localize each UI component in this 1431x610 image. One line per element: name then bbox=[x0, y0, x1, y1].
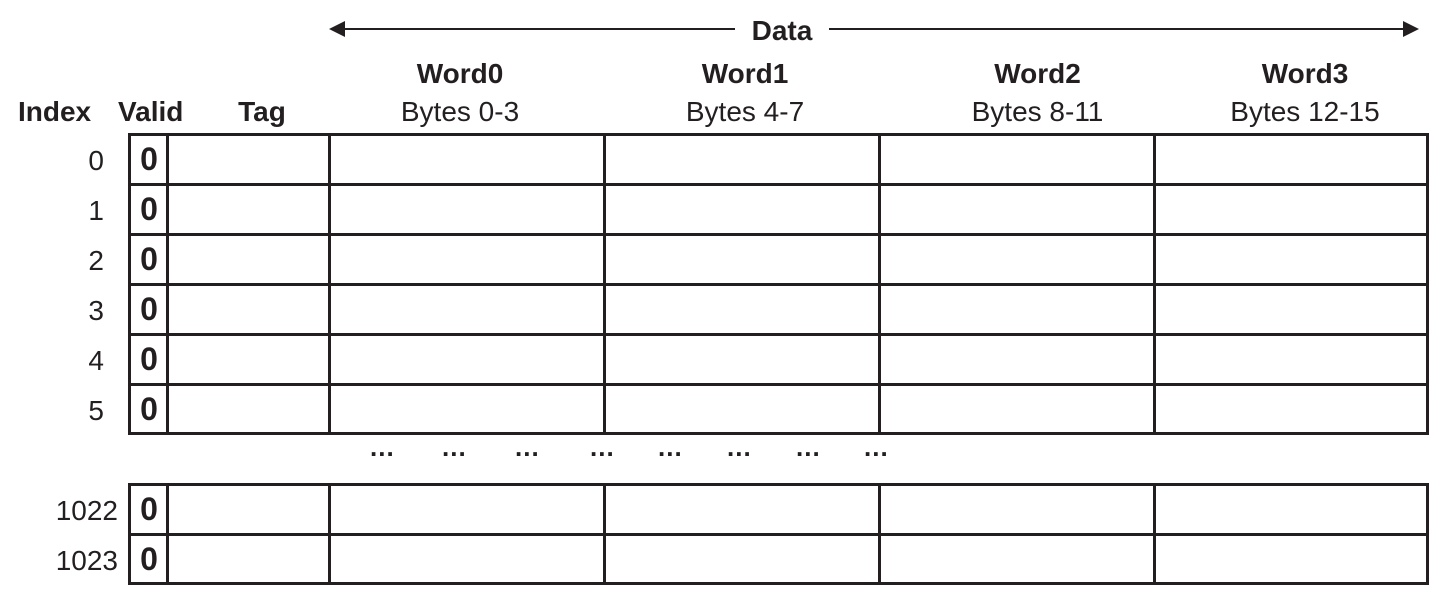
row-divider bbox=[131, 183, 1426, 186]
word0-bytes: Bytes 0-3 bbox=[400, 96, 520, 127]
word3-header: Word3 bbox=[1261, 58, 1349, 89]
col-divider-word2 bbox=[1153, 486, 1156, 582]
index-4: 4 bbox=[88, 345, 104, 376]
col-divider-word0 bbox=[603, 486, 606, 582]
ellipsis: ... bbox=[727, 432, 752, 462]
valid-header: Valid bbox=[118, 96, 184, 127]
index-1023: 1023 bbox=[55, 545, 118, 576]
cache-table-bottom: 0 0 bbox=[128, 483, 1429, 585]
valid-bit-1023: 0 bbox=[140, 541, 158, 577]
arrow-left-icon bbox=[329, 21, 345, 37]
row-divider bbox=[131, 383, 1426, 386]
col-divider-valid bbox=[166, 486, 169, 582]
word3-bytes: Bytes 12-15 bbox=[1230, 96, 1380, 127]
data-arrow-line-left bbox=[340, 28, 735, 30]
valid-bit-0: 0 bbox=[140, 141, 158, 177]
ellipsis: ... bbox=[796, 432, 821, 462]
ellipsis: ... bbox=[864, 432, 889, 462]
col-divider-word1 bbox=[878, 136, 881, 432]
valid-bit-1022: 0 bbox=[140, 491, 158, 527]
ellipsis: ... bbox=[515, 432, 540, 462]
valid-bit-1: 0 bbox=[140, 191, 158, 227]
index-0: 0 bbox=[88, 145, 104, 176]
col-divider-word0 bbox=[603, 136, 606, 432]
index-2: 2 bbox=[88, 245, 104, 276]
word1-bytes: Bytes 4-7 bbox=[685, 96, 805, 127]
ellipsis: ... bbox=[370, 432, 395, 462]
word2-header: Word2 bbox=[994, 58, 1081, 89]
ellipsis: ... bbox=[590, 432, 615, 462]
word1-header: Word1 bbox=[701, 58, 789, 89]
data-label: Data bbox=[737, 14, 827, 48]
word2-bytes: Bytes 8-11 bbox=[971, 96, 1104, 127]
col-divider-tag bbox=[328, 486, 331, 582]
tag-header: Tag bbox=[238, 96, 286, 127]
index-5: 5 bbox=[88, 395, 104, 426]
row-divider bbox=[131, 333, 1426, 336]
index-3: 3 bbox=[88, 295, 104, 326]
index-1: 1 bbox=[88, 195, 104, 226]
ellipsis: ... bbox=[442, 432, 467, 462]
row-divider bbox=[131, 233, 1426, 236]
valid-bit-2: 0 bbox=[140, 241, 158, 277]
col-divider-word2 bbox=[1153, 136, 1156, 432]
valid-bit-5: 0 bbox=[140, 391, 158, 427]
valid-bit-3: 0 bbox=[140, 291, 158, 327]
arrow-right-icon bbox=[1403, 21, 1419, 37]
row-divider bbox=[131, 283, 1426, 286]
index-1022: 1022 bbox=[55, 495, 118, 526]
col-divider-word1 bbox=[878, 486, 881, 582]
valid-bit-4: 0 bbox=[140, 341, 158, 377]
cache-table-top: 0 0 0 0 0 0 bbox=[128, 133, 1429, 435]
col-divider-tag bbox=[328, 136, 331, 432]
col-divider-valid bbox=[166, 136, 169, 432]
index-header: Index bbox=[18, 96, 92, 127]
data-arrow-line-right bbox=[829, 28, 1407, 30]
ellipsis: ... bbox=[658, 432, 683, 462]
row-divider bbox=[131, 533, 1426, 536]
word0-header: Word0 bbox=[416, 58, 504, 89]
